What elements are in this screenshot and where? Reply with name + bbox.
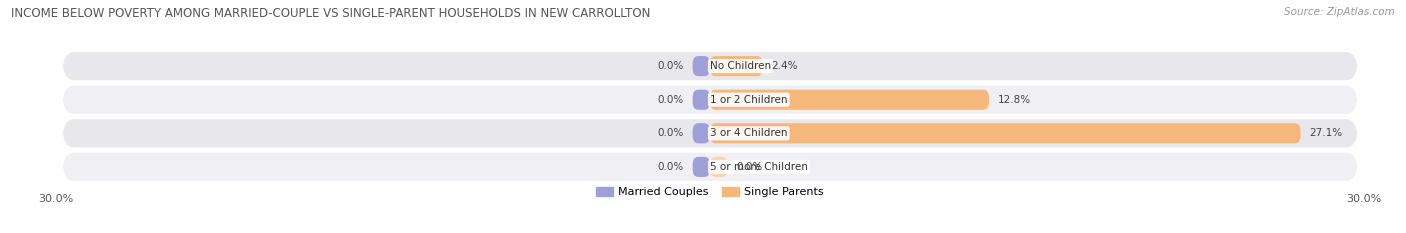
Text: 0.0%: 0.0% — [737, 162, 762, 172]
Text: 5 or more Children: 5 or more Children — [710, 162, 808, 172]
Text: 0.0%: 0.0% — [658, 95, 683, 105]
FancyBboxPatch shape — [710, 56, 762, 76]
Legend: Married Couples, Single Parents: Married Couples, Single Parents — [596, 187, 824, 197]
Text: 27.1%: 27.1% — [1309, 128, 1343, 138]
Text: 12.8%: 12.8% — [998, 95, 1031, 105]
FancyBboxPatch shape — [710, 90, 988, 110]
Text: INCOME BELOW POVERTY AMONG MARRIED-COUPLE VS SINGLE-PARENT HOUSEHOLDS IN NEW CAR: INCOME BELOW POVERTY AMONG MARRIED-COUPL… — [11, 7, 651, 20]
FancyBboxPatch shape — [710, 157, 727, 177]
Text: No Children: No Children — [710, 61, 770, 71]
Text: 0.0%: 0.0% — [658, 162, 683, 172]
FancyBboxPatch shape — [63, 119, 1357, 147]
Text: 1 or 2 Children: 1 or 2 Children — [710, 95, 787, 105]
Text: Source: ZipAtlas.com: Source: ZipAtlas.com — [1284, 7, 1395, 17]
FancyBboxPatch shape — [63, 153, 1357, 181]
Text: 3 or 4 Children: 3 or 4 Children — [710, 128, 787, 138]
FancyBboxPatch shape — [710, 123, 1301, 143]
Text: 0.0%: 0.0% — [658, 128, 683, 138]
FancyBboxPatch shape — [693, 157, 710, 177]
FancyBboxPatch shape — [63, 52, 1357, 80]
Text: 2.4%: 2.4% — [770, 61, 797, 71]
FancyBboxPatch shape — [63, 86, 1357, 114]
FancyBboxPatch shape — [693, 56, 710, 76]
FancyBboxPatch shape — [693, 90, 710, 110]
Text: 0.0%: 0.0% — [658, 61, 683, 71]
FancyBboxPatch shape — [693, 123, 710, 143]
